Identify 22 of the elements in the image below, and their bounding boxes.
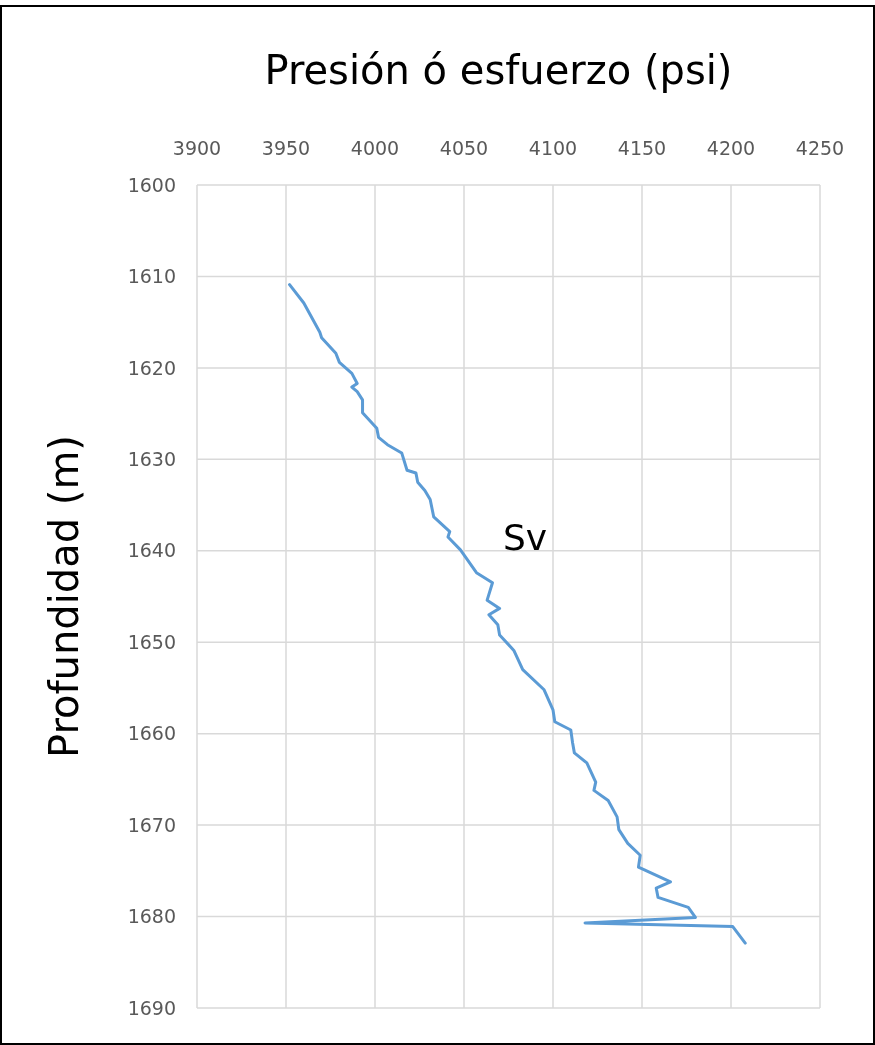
- y-tick-label: 1630: [127, 447, 176, 470]
- x-tick-label: 4250: [795, 137, 845, 159]
- x-axis-title: Presión ó esfuerzo (psi): [264, 47, 733, 93]
- x-tick-label: 4100: [528, 137, 578, 159]
- y-tick-label: 1610: [127, 265, 176, 288]
- x-tick-label: 3900: [172, 137, 222, 159]
- x-tick-label: 4150: [617, 137, 667, 159]
- y-tick-label: 1640: [127, 539, 176, 562]
- y-tick-label: 1680: [127, 905, 176, 928]
- y-tick-label: 1690: [127, 996, 176, 1019]
- y-tick-label: 1670: [127, 813, 176, 836]
- x-tick-label: 4200: [706, 137, 756, 159]
- x-tick-label: 3950: [261, 137, 311, 159]
- y-axis-title: Profundidad (m): [41, 435, 87, 758]
- y-tick-label: 1660: [127, 722, 176, 745]
- y-tick-label: 1650: [127, 630, 176, 653]
- x-tick-label: 4000: [350, 137, 400, 159]
- series-label: Sv: [502, 516, 548, 558]
- y-tick-label: 1620: [127, 356, 176, 379]
- y-tick-label: 1600: [127, 173, 176, 196]
- x-tick-label: 4050: [439, 137, 489, 159]
- line-series: [288, 283, 747, 945]
